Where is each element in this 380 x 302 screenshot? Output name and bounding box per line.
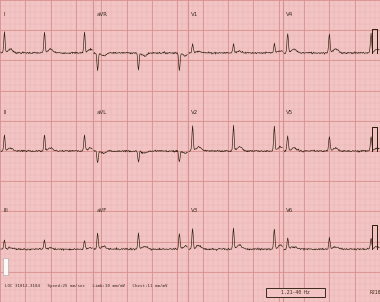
Bar — [266, 288, 325, 297]
Text: I: I — [3, 12, 5, 17]
Text: V5: V5 — [286, 110, 293, 115]
Text: LOC 31012-3104   Speed:25 mm/sec   Limb:10 mm/mV   Chest:11 mm/mV: LOC 31012-3104 Speed:25 mm/sec Limb:10 m… — [5, 284, 167, 288]
Text: 1.21-40 Hz: 1.21-40 Hz — [281, 290, 310, 294]
Text: II: II — [3, 110, 6, 115]
Text: aVF: aVF — [96, 208, 106, 214]
Text: V4: V4 — [286, 12, 293, 17]
Text: V6: V6 — [286, 208, 293, 214]
Text: V1: V1 — [191, 12, 198, 17]
Bar — [3, 258, 8, 275]
Text: V2: V2 — [191, 110, 198, 115]
Text: aVR: aVR — [96, 12, 107, 17]
Text: R2101: R2101 — [369, 290, 380, 294]
Text: aVL: aVL — [96, 110, 106, 115]
Text: V3: V3 — [191, 208, 198, 214]
Text: III: III — [3, 208, 8, 214]
